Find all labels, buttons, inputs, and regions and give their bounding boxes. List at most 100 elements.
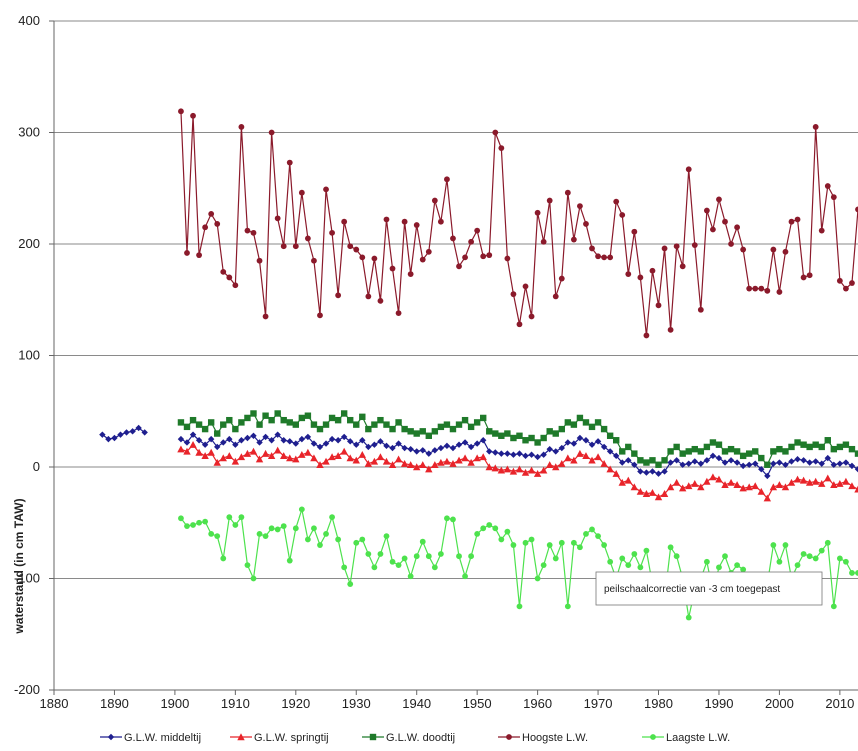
data-point (461, 454, 469, 462)
series-line (180, 111, 858, 336)
data-point (329, 229, 335, 236)
data-point (643, 547, 650, 554)
data-point (739, 484, 747, 492)
data-point (498, 450, 505, 457)
data-point (824, 539, 831, 546)
data-point (854, 485, 858, 493)
data-point (510, 542, 517, 548)
data-point (577, 203, 583, 209)
data-point (340, 433, 348, 441)
data-point (437, 218, 444, 225)
data-point (231, 457, 240, 465)
data-point (776, 289, 783, 295)
data-point (727, 478, 735, 486)
data-point (347, 243, 354, 250)
data-point (740, 246, 747, 253)
x-tick-label: 1960 (523, 696, 552, 711)
data-point (558, 425, 565, 433)
data-point (601, 254, 608, 261)
data-point (504, 255, 511, 262)
data-point (462, 573, 468, 580)
data-point (267, 452, 276, 460)
data-point (667, 544, 674, 551)
data-point (99, 431, 106, 438)
data-point (232, 425, 239, 433)
data-point (522, 437, 529, 444)
data-point (480, 525, 487, 532)
data-point (250, 229, 257, 236)
y-tick-label: 0 (33, 459, 40, 474)
data-point (467, 443, 475, 451)
data-point (612, 469, 620, 477)
data-point (576, 414, 584, 422)
data-point (335, 292, 342, 299)
data-point (782, 542, 789, 548)
data-point (673, 443, 680, 451)
data-point (685, 460, 692, 467)
data-point (444, 176, 450, 183)
data-point (292, 455, 300, 463)
data-point (691, 480, 699, 487)
data-point (480, 414, 487, 422)
data-point (479, 453, 487, 461)
data-point (660, 490, 669, 497)
data-point (492, 129, 499, 136)
data-point (298, 451, 306, 458)
data-point (498, 432, 505, 439)
data-point (510, 434, 517, 442)
data-point (854, 450, 858, 457)
data-point (280, 416, 287, 424)
data-point (473, 419, 481, 426)
data-point (370, 457, 379, 465)
data-point (486, 448, 493, 455)
data-point (207, 448, 215, 456)
data-point (214, 430, 221, 437)
data-point (444, 515, 450, 522)
data-point (177, 435, 185, 443)
data-point (770, 246, 777, 253)
data-point (503, 465, 512, 473)
data-point (667, 448, 674, 455)
data-point (413, 553, 420, 560)
data-point (208, 531, 215, 537)
data-point (625, 457, 632, 464)
data-point (752, 285, 759, 292)
data-point (661, 468, 668, 475)
data-point (226, 416, 233, 424)
data-point (751, 482, 759, 490)
data-point (528, 536, 535, 543)
data-point (595, 253, 601, 260)
x-tick-label: 1920 (281, 696, 310, 711)
data-point (739, 462, 747, 470)
data-point (322, 421, 330, 428)
data-point (219, 454, 227, 462)
data-point (311, 257, 317, 264)
data-point (673, 553, 680, 560)
data-point (811, 477, 820, 485)
data-point (552, 448, 559, 455)
data-point (752, 460, 759, 467)
data-point (262, 433, 269, 441)
data-point (183, 447, 191, 455)
data-point (745, 461, 753, 468)
data-point (286, 438, 293, 445)
data-point (497, 466, 506, 474)
data-point (527, 466, 536, 474)
data-point (613, 198, 620, 205)
data-point (455, 421, 463, 428)
data-point (492, 449, 499, 456)
x-tick-label: 1930 (342, 696, 371, 711)
data-point (763, 494, 772, 502)
x-tick-label: 1940 (402, 696, 431, 711)
data-point (195, 437, 203, 444)
data-point (595, 533, 601, 540)
data-point (388, 461, 397, 468)
data-point (721, 481, 729, 489)
data-point (450, 235, 456, 242)
data-point (637, 468, 644, 475)
data-point (564, 419, 572, 426)
data-point (812, 441, 819, 448)
data-point (643, 469, 650, 476)
data-point (637, 564, 644, 571)
data-point (298, 506, 305, 513)
